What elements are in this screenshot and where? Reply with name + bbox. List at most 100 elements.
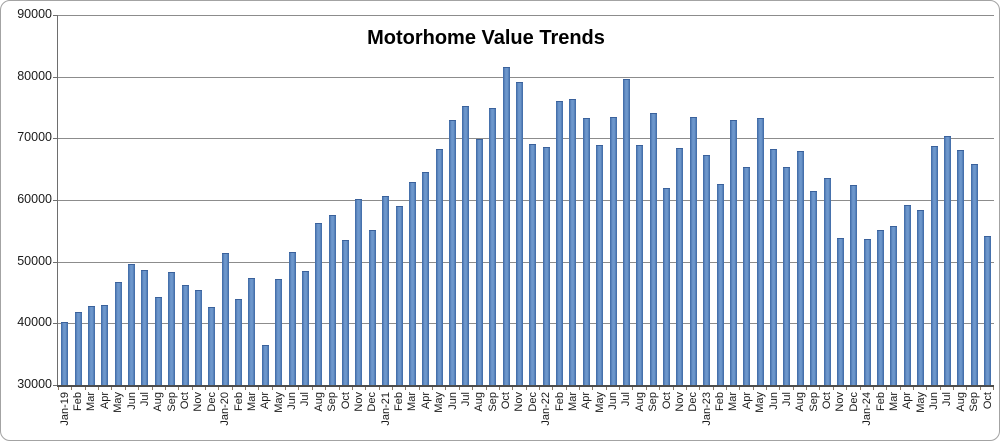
bar xyxy=(903,204,911,385)
x-axis-tick-label: Jul xyxy=(138,392,151,407)
bar-slot xyxy=(138,15,151,385)
bar xyxy=(810,190,818,385)
x-axis-tick xyxy=(953,387,966,390)
bar xyxy=(154,297,162,385)
x-axis-tick xyxy=(592,387,605,390)
x-label-slot: Dec xyxy=(526,392,539,426)
x-axis-tick xyxy=(846,387,859,390)
x-axis-tick xyxy=(672,387,686,390)
x-axis-tick-label: Jul xyxy=(780,392,793,407)
bar-slot xyxy=(98,15,111,385)
x-axis-tick xyxy=(245,387,258,390)
bar-slot xyxy=(834,15,847,385)
bar-slot xyxy=(299,15,312,385)
x-axis-tick-label: Nov xyxy=(192,392,205,412)
bar-slot xyxy=(205,15,218,385)
x-axis-tick xyxy=(458,387,472,390)
bar xyxy=(408,182,416,385)
bar-slot xyxy=(780,15,793,385)
x-axis-tick xyxy=(418,387,432,390)
y-axis-tick-label: 60000 xyxy=(17,192,52,206)
x-axis-tick-label: Jan-19 xyxy=(58,392,71,426)
bar-slot xyxy=(326,15,339,385)
x-label-slot: May xyxy=(272,392,285,426)
x-label-slot: Jun xyxy=(125,392,138,426)
bar xyxy=(261,344,269,385)
bar xyxy=(663,188,671,385)
x-axis-tick xyxy=(351,387,365,390)
x-label-slot: Feb xyxy=(392,392,405,426)
x-axis-tick-label: Apr xyxy=(98,392,111,410)
x-axis-tick-label: Mar xyxy=(887,392,900,411)
bar-slot xyxy=(245,15,258,385)
bar-slot xyxy=(901,15,914,385)
bar-slot xyxy=(593,15,606,385)
x-label-slot: Jan-24 xyxy=(861,392,874,426)
x-axis-tick-label: Oct xyxy=(500,392,513,410)
x-label-slot: Jan-19 xyxy=(58,392,71,426)
x-label-slot: Nov xyxy=(673,392,686,426)
x-label-slot: Mar xyxy=(727,392,740,426)
x-axis-tick xyxy=(271,387,285,390)
bar xyxy=(970,164,978,385)
bar xyxy=(943,136,951,385)
x-axis-tick-label: Apr xyxy=(740,392,753,410)
bar xyxy=(877,230,885,385)
bar-slot xyxy=(647,15,660,385)
x-axis-tick xyxy=(792,387,806,390)
x-axis-tick xyxy=(565,387,579,390)
bar xyxy=(756,117,764,385)
bar-slot xyxy=(687,15,700,385)
x-axis-ticks xyxy=(58,387,995,390)
x-axis-line xyxy=(57,385,994,387)
x-axis-tick-label: May xyxy=(112,392,125,413)
x-label-slot: Jul xyxy=(138,392,151,426)
x-label-slot: Oct xyxy=(820,392,833,426)
bar xyxy=(248,277,256,385)
x-label-slot: Oct xyxy=(499,392,512,426)
x-axis-tick xyxy=(432,387,445,390)
x-axis-tick-label: Jun xyxy=(125,392,138,410)
bar-slot xyxy=(861,15,874,385)
gridline xyxy=(58,261,994,263)
bar xyxy=(475,138,483,385)
bar-slot xyxy=(419,15,432,385)
bar-slot xyxy=(379,15,392,385)
y-axis-tick-label: 30000 xyxy=(17,377,52,391)
y-axis-tick xyxy=(53,76,58,78)
bar xyxy=(288,252,296,385)
bar-slot xyxy=(553,15,566,385)
x-label-slot: Apr xyxy=(259,392,272,426)
x-axis-tick xyxy=(579,387,592,390)
x-axis-tick xyxy=(498,387,512,390)
bar-slot xyxy=(125,15,138,385)
x-label-slot: Sep xyxy=(807,392,820,426)
x-axis-tick-label: Jun xyxy=(607,392,620,410)
x-axis-tick-label: May xyxy=(754,392,767,413)
x-label-slot: Aug xyxy=(312,392,325,426)
x-axis-tick-label: Sep xyxy=(968,392,981,412)
x-axis-tick-label: Sep xyxy=(165,392,178,412)
bar xyxy=(502,67,510,385)
bar xyxy=(957,150,965,385)
x-axis-tick-label: Oct xyxy=(179,392,192,410)
x-axis-tick xyxy=(124,387,138,390)
x-axis-tick-label: Dec xyxy=(847,392,860,412)
bar-slot xyxy=(192,15,205,385)
gridline xyxy=(58,76,994,78)
x-axis-tick-label: Feb xyxy=(232,392,245,411)
x-axis-tick xyxy=(859,387,873,390)
x-axis-tick-label: Dec xyxy=(526,392,539,412)
x-label-slot: Jan-20 xyxy=(219,392,232,426)
x-axis-tick-label: Apr xyxy=(259,392,272,410)
y-axis-tick-label: 70000 xyxy=(17,130,52,145)
x-axis-tick-label: Jan-23 xyxy=(700,392,713,426)
bar xyxy=(342,240,350,385)
gridline xyxy=(58,138,994,140)
x-label-slot: Jul xyxy=(299,392,312,426)
bar-slot xyxy=(606,15,619,385)
bar xyxy=(235,299,243,385)
y-axis-tick xyxy=(53,323,58,325)
bar-slot xyxy=(71,15,84,385)
